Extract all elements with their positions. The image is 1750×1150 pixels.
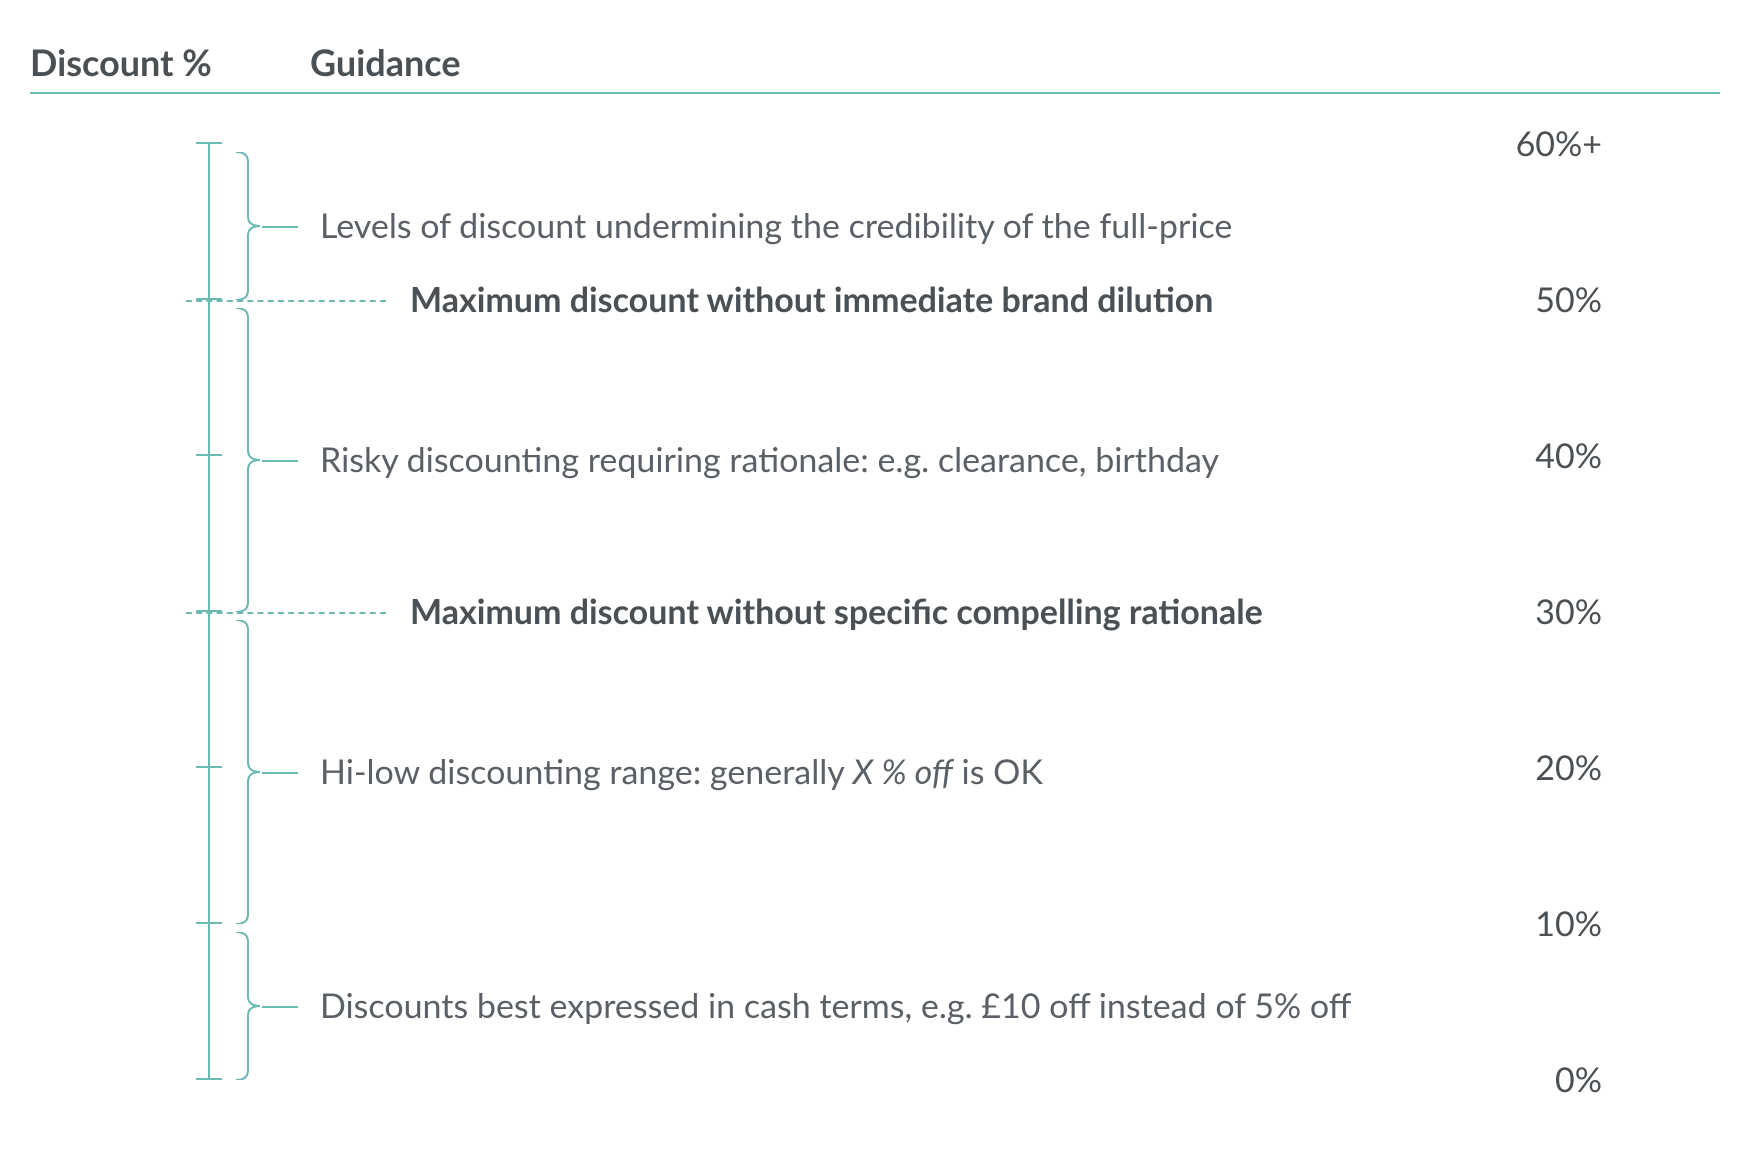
tick-label: 30% — [1535, 591, 1602, 632]
tick-label: 20% — [1535, 747, 1602, 788]
tick-label: 10% — [1535, 903, 1602, 944]
connector — [262, 772, 298, 774]
dashed-connector — [186, 300, 386, 302]
bracket — [236, 932, 260, 1080]
chart-area: 60%+ 50% 40% 30% 20% 10% 0% Levels of discount … — [30, 124, 1720, 1104]
header-discount: Discount % — [30, 40, 310, 94]
tick-mark — [196, 142, 222, 144]
tick-label: 0% — [1555, 1059, 1602, 1100]
guidance-range: Levels of discount undermining the credi… — [320, 204, 1232, 248]
bracket — [236, 308, 260, 612]
connector — [262, 226, 298, 228]
guidance-range: Risky discounting requiring rationale: e… — [320, 438, 1219, 482]
bracket — [236, 152, 260, 300]
guidance-range: Hi-low discounting range: generally X % … — [320, 750, 1043, 794]
dashed-connector — [186, 612, 386, 614]
tick-label: 60%+ — [1516, 123, 1602, 164]
connector — [262, 460, 298, 462]
connector — [262, 1006, 298, 1008]
tick-label: 40% — [1535, 435, 1602, 476]
tick-mark — [196, 1078, 222, 1080]
right-column: Guidance — [310, 40, 1720, 94]
guidance-range: Discounts best expressed in cash terms, … — [320, 984, 1351, 1028]
left-column: Discount % — [30, 40, 310, 94]
header-guidance: Guidance — [310, 40, 1720, 94]
bracket — [236, 620, 260, 924]
guidance-threshold: Maximum discount without specific compel… — [410, 590, 1263, 634]
diagram-container: Discount % Guidance — [30, 40, 1720, 94]
tick-mark — [196, 454, 222, 456]
tick-label: 50% — [1535, 279, 1602, 320]
tick-mark — [196, 922, 222, 924]
guidance-threshold: Maximum discount without immediate brand… — [410, 278, 1213, 322]
tick-mark — [196, 766, 222, 768]
